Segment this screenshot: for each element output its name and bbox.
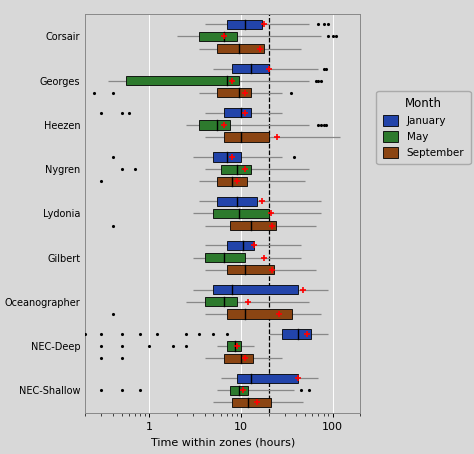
FancyBboxPatch shape xyxy=(224,108,251,118)
FancyBboxPatch shape xyxy=(126,76,239,85)
FancyBboxPatch shape xyxy=(237,374,298,383)
FancyBboxPatch shape xyxy=(213,153,241,162)
FancyBboxPatch shape xyxy=(213,285,298,294)
FancyBboxPatch shape xyxy=(199,120,229,129)
FancyBboxPatch shape xyxy=(229,385,248,395)
Legend: January, May, September: January, May, September xyxy=(376,91,471,164)
FancyBboxPatch shape xyxy=(217,197,257,206)
FancyBboxPatch shape xyxy=(205,253,245,262)
FancyBboxPatch shape xyxy=(227,241,255,250)
FancyBboxPatch shape xyxy=(224,133,269,142)
FancyBboxPatch shape xyxy=(229,221,276,230)
FancyBboxPatch shape xyxy=(232,64,269,73)
FancyBboxPatch shape xyxy=(227,20,262,29)
X-axis label: Time within zones (hours): Time within zones (hours) xyxy=(151,438,295,448)
FancyBboxPatch shape xyxy=(199,32,237,41)
FancyBboxPatch shape xyxy=(227,341,241,350)
FancyBboxPatch shape xyxy=(232,398,271,407)
FancyBboxPatch shape xyxy=(217,88,251,98)
FancyBboxPatch shape xyxy=(282,329,311,339)
FancyBboxPatch shape xyxy=(213,209,269,218)
FancyBboxPatch shape xyxy=(217,177,246,186)
FancyBboxPatch shape xyxy=(205,297,237,306)
FancyBboxPatch shape xyxy=(227,265,274,274)
FancyBboxPatch shape xyxy=(224,354,253,363)
FancyBboxPatch shape xyxy=(221,164,251,174)
FancyBboxPatch shape xyxy=(227,309,292,319)
FancyBboxPatch shape xyxy=(217,44,264,53)
